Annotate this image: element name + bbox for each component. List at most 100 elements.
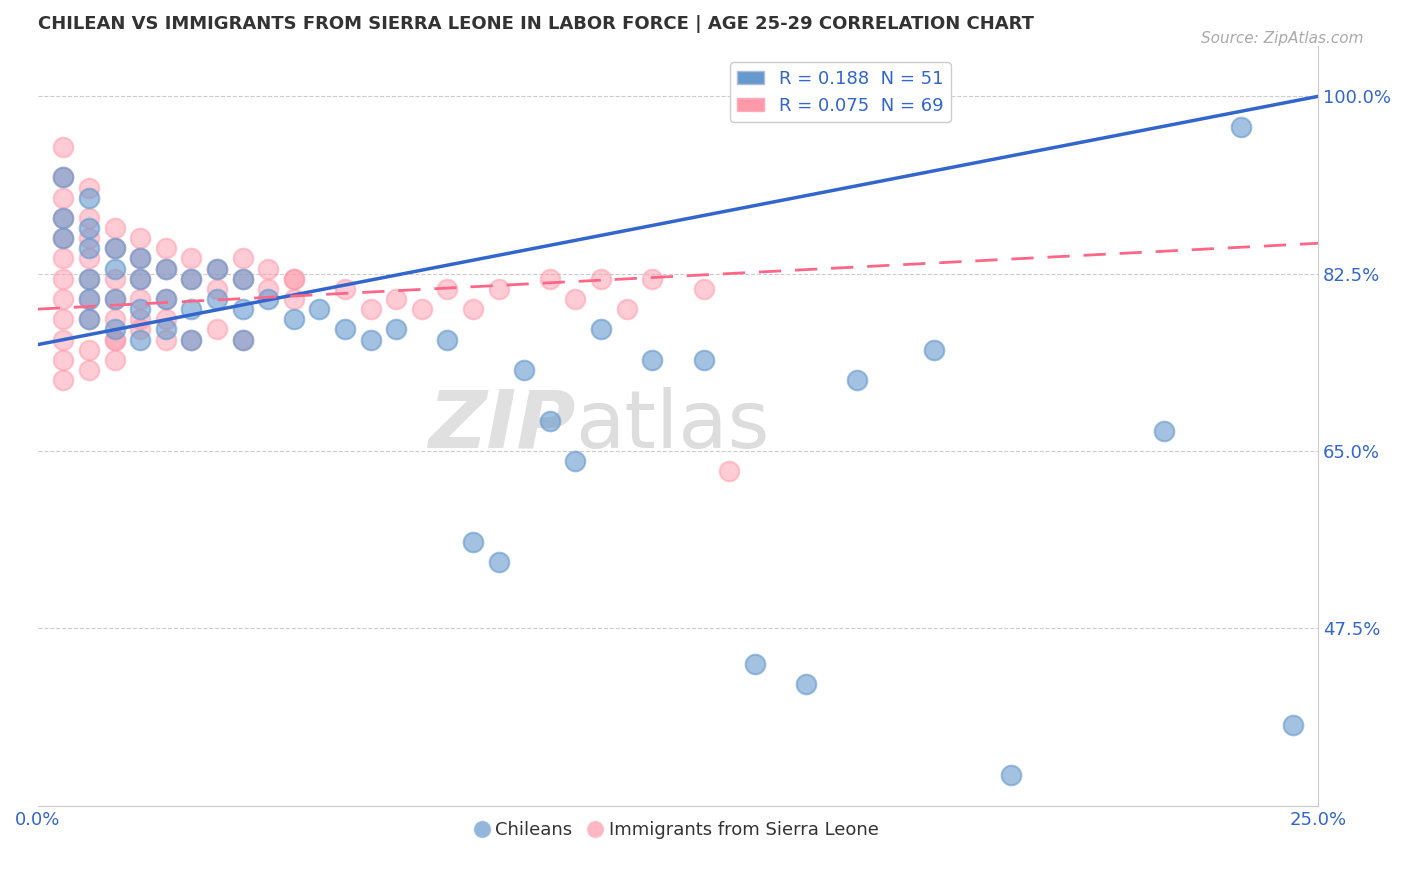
Text: Source: ZipAtlas.com: Source: ZipAtlas.com [1201, 31, 1364, 46]
Point [155, 241, 177, 255]
Point [129, 322, 152, 336]
Point [52, 211, 75, 225]
Point [129, 231, 152, 245]
Point [52, 292, 75, 306]
Point [513, 363, 536, 377]
Point [129, 271, 152, 285]
Point [77, 292, 100, 306]
Point [129, 312, 152, 326]
Point [641, 352, 664, 367]
Point [180, 252, 202, 266]
Point [591, 322, 613, 336]
Point [77, 271, 100, 285]
Point [103, 333, 125, 347]
Point [52, 333, 75, 347]
Point [257, 261, 280, 276]
Point [103, 241, 125, 255]
Point [155, 333, 177, 347]
Point [436, 333, 458, 347]
Point [232, 252, 254, 266]
Point [283, 312, 305, 326]
Point [103, 322, 125, 336]
Point [538, 271, 561, 285]
Point [52, 191, 75, 205]
Point [205, 261, 228, 276]
Point [103, 333, 125, 347]
Point [52, 373, 75, 387]
Point [846, 373, 869, 387]
Point [77, 241, 100, 255]
Point [232, 271, 254, 285]
Point [180, 333, 202, 347]
Point [922, 343, 945, 357]
Point [591, 271, 613, 285]
Point [52, 312, 75, 326]
Point [103, 271, 125, 285]
Point [488, 282, 510, 296]
Point [155, 261, 177, 276]
Point [488, 556, 510, 570]
Point [129, 252, 152, 266]
Point [436, 282, 458, 296]
Point [77, 231, 100, 245]
Point [180, 271, 202, 285]
Point [692, 282, 714, 296]
Point [77, 312, 100, 326]
Point [360, 333, 382, 347]
Point [564, 292, 586, 306]
Point [1281, 717, 1303, 731]
Point [385, 322, 408, 336]
Point [77, 292, 100, 306]
Point [103, 352, 125, 367]
Point [77, 363, 100, 377]
Point [52, 352, 75, 367]
Point [155, 322, 177, 336]
Point [538, 414, 561, 428]
Point [52, 170, 75, 185]
Point [103, 292, 125, 306]
Point [77, 191, 100, 205]
Point [205, 292, 228, 306]
Point [180, 302, 202, 317]
Point [103, 292, 125, 306]
Point [155, 292, 177, 306]
Point [616, 302, 638, 317]
Point [52, 271, 75, 285]
Point [52, 231, 75, 245]
Point [129, 292, 152, 306]
Text: atlas: atlas [575, 387, 770, 465]
Point [155, 292, 177, 306]
Point [155, 261, 177, 276]
Point [77, 221, 100, 235]
Point [52, 252, 75, 266]
Point [1153, 424, 1175, 438]
Text: CHILEAN VS IMMIGRANTS FROM SIERRA LEONE IN LABOR FORCE | AGE 25-29 CORRELATION C: CHILEAN VS IMMIGRANTS FROM SIERRA LEONE … [38, 15, 1033, 33]
Point [794, 677, 817, 691]
Point [232, 333, 254, 347]
Legend: Chileans, Immigrants from Sierra Leone: Chileans, Immigrants from Sierra Leone [470, 814, 886, 847]
Point [744, 657, 766, 671]
Point [180, 333, 202, 347]
Point [411, 302, 433, 317]
Point [1000, 768, 1022, 782]
Point [77, 271, 100, 285]
Point [308, 302, 330, 317]
Point [77, 180, 100, 194]
Point [52, 211, 75, 225]
Point [205, 282, 228, 296]
Point [77, 312, 100, 326]
Point [232, 302, 254, 317]
Point [360, 302, 382, 317]
Point [333, 282, 356, 296]
Point [103, 221, 125, 235]
Text: ZIP: ZIP [427, 387, 575, 465]
Point [257, 282, 280, 296]
Point [52, 170, 75, 185]
Point [283, 271, 305, 285]
Point [461, 535, 484, 549]
Point [77, 211, 100, 225]
Point [129, 252, 152, 266]
Point [155, 312, 177, 326]
Point [257, 292, 280, 306]
Point [103, 241, 125, 255]
